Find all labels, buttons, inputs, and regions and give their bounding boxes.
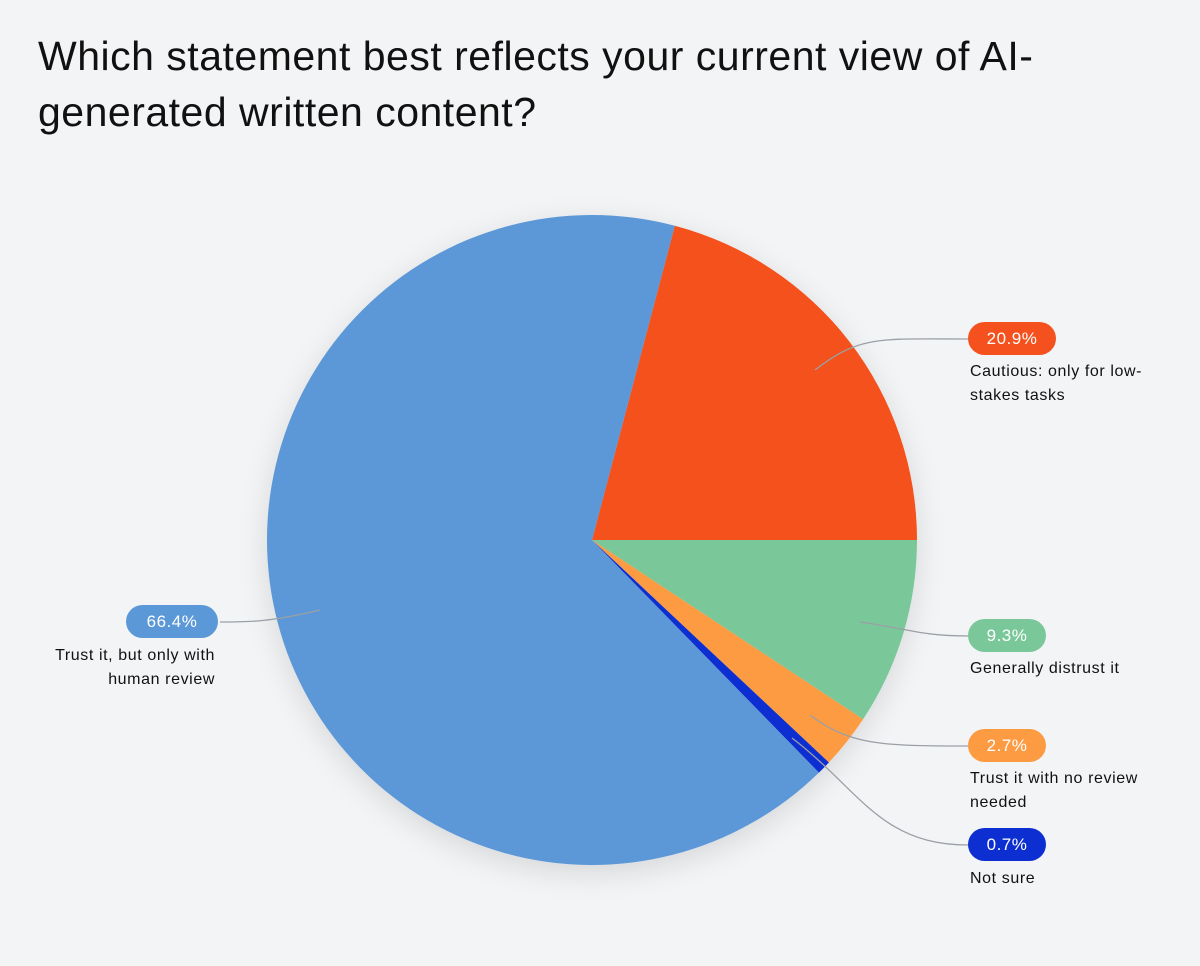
pie-slice bbox=[592, 540, 864, 763]
pie-slice bbox=[592, 540, 829, 773]
pie-slice bbox=[267, 215, 819, 865]
pie-slice bbox=[592, 225, 917, 540]
category-label: Cautious: only for low-stakes tasks bbox=[970, 363, 1143, 404]
category-label: Trust it with no review needed bbox=[970, 770, 1138, 811]
value-label: 66.4% bbox=[126, 605, 218, 638]
pie-slice bbox=[592, 540, 918, 720]
value-label: 9.3% bbox=[968, 619, 1046, 652]
category-label: Generally distrust it bbox=[970, 660, 1120, 677]
pie bbox=[267, 215, 918, 865]
value-label: 20.9% bbox=[968, 322, 1056, 355]
leader-line bbox=[809, 714, 969, 747]
category-label: Not sure bbox=[970, 870, 1036, 887]
leader-line bbox=[791, 737, 969, 846]
leader-line bbox=[219, 609, 321, 623]
category-label: Trust it, but only with human review bbox=[55, 647, 215, 688]
value-label: 2.7% bbox=[968, 729, 1046, 762]
value-label: 0.7% bbox=[968, 828, 1046, 861]
leader-line bbox=[859, 621, 969, 637]
chart-title: Which statement best reflects your curre… bbox=[38, 33, 1034, 135]
leader-line bbox=[814, 338, 969, 371]
